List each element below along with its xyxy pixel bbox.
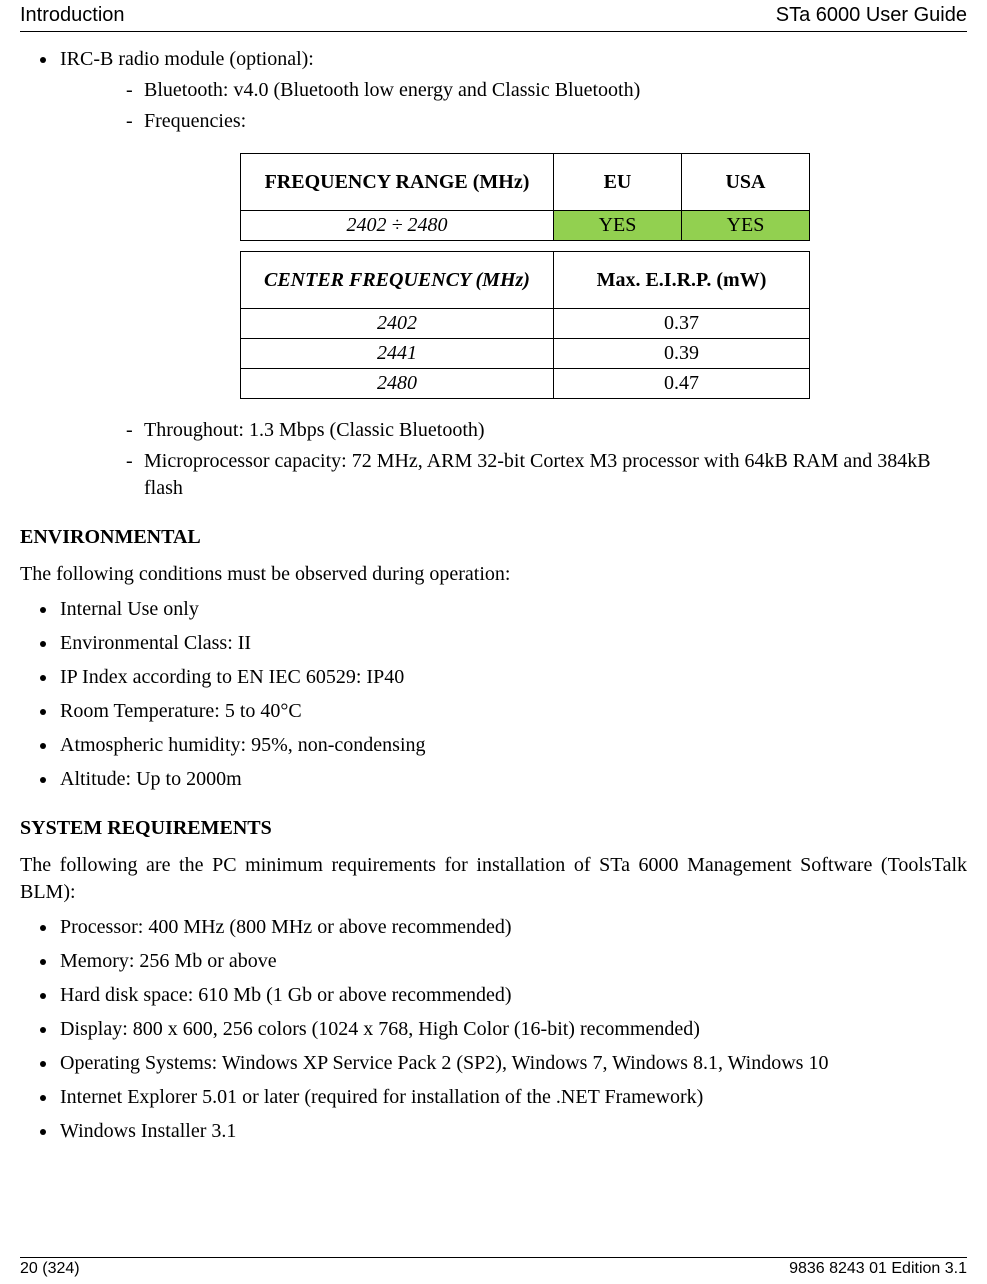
tables-wrap: FREQUENCY RANGE (MHz) EU USA 2402 ÷ 2480… — [240, 153, 810, 399]
radio-sub-list-bottom: Throughout: 1.3 Mbps (Classic Bluetooth)… — [60, 417, 967, 502]
cf-row-0: 2402 0.37 — [241, 309, 810, 339]
env-item-4: Atmospheric humidity: 95%, non-condensin… — [58, 732, 967, 759]
cf-header-eirp: Max. E.I.R.P. (mW) — [553, 252, 809, 309]
radio-module-title: IRC-B radio module (optional): — [60, 48, 314, 70]
env-item-2: IP Index according to EN IEC 60529: IP40 — [58, 664, 967, 691]
radio-throughput: Throughout: 1.3 Mbps (Classic Bluetooth) — [144, 417, 967, 444]
page-header: Introduction STa 6000 User Guide — [20, 0, 967, 29]
header-left: Introduction — [20, 2, 125, 29]
cf-value-0: 2402 — [241, 309, 554, 339]
frequency-range-table: FREQUENCY RANGE (MHz) EU USA 2402 ÷ 2480… — [240, 153, 810, 241]
environmental-intro: The following conditions must be observe… — [20, 561, 967, 588]
cf-header-cf: CENTER FREQUENCY (MHz) — [241, 252, 554, 309]
page: Introduction STa 6000 User Guide IRC-B r… — [0, 0, 987, 1284]
radio-bluetooth: Bluetooth: v4.0 (Bluetooth low energy an… — [144, 77, 967, 104]
system-requirements-intro: The following are the PC minimum require… — [20, 852, 967, 906]
system-requirements-heading: SYSTEM REQUIREMENTS — [20, 815, 967, 842]
sysreq-item-6: Windows Installer 3.1 — [58, 1118, 967, 1145]
env-item-3: Room Temperature: 5 to 40°C — [58, 698, 967, 725]
freq-data-row: 2402 ÷ 2480 YES YES — [241, 211, 810, 241]
footer-left: 20 (324) — [20, 1258, 80, 1280]
sysreq-item-1: Memory: 256 Mb or above — [58, 948, 967, 975]
cf-value-2: 2480 — [241, 369, 554, 399]
header-rule — [20, 31, 967, 32]
cf-value-1: 2441 — [241, 339, 554, 369]
center-frequency-table: CENTER FREQUENCY (MHz) Max. E.I.R.P. (mW… — [240, 251, 810, 399]
eirp-value-0: 0.37 — [553, 309, 809, 339]
freq-header-usa: USA — [681, 154, 809, 211]
radio-sub-list-top: Bluetooth: v4.0 (Bluetooth low energy an… — [60, 77, 967, 135]
page-footer: 20 (324) 9836 8243 01 Edition 3.1 — [20, 1258, 967, 1280]
footer-right: 9836 8243 01 Edition 3.1 — [789, 1258, 967, 1280]
freq-header-eu: EU — [553, 154, 681, 211]
sysreq-item-5: Internet Explorer 5.01 or later (require… — [58, 1084, 967, 1111]
radio-frequencies-label: Frequencies: — [144, 108, 967, 135]
sysreq-item-3: Display: 800 x 600, 256 colors (1024 x 7… — [58, 1016, 967, 1043]
freq-range-value: 2402 ÷ 2480 — [241, 211, 554, 241]
radio-bullet-list: IRC-B radio module (optional): Bluetooth… — [20, 46, 967, 502]
sysreq-item-2: Hard disk space: 610 Mb (1 Gb or above r… — [58, 982, 967, 1009]
env-item-1: Environmental Class: II — [58, 630, 967, 657]
freq-header-range: FREQUENCY RANGE (MHz) — [241, 154, 554, 211]
radio-microprocessor: Microprocessor capacity: 72 MHz, ARM 32-… — [144, 448, 967, 502]
cf-row-2: 2480 0.47 — [241, 369, 810, 399]
env-item-5: Altitude: Up to 2000m — [58, 766, 967, 793]
eirp-value-1: 0.39 — [553, 339, 809, 369]
radio-module-item: IRC-B radio module (optional): Bluetooth… — [58, 46, 967, 502]
cf-header-row: CENTER FREQUENCY (MHz) Max. E.I.R.P. (mW… — [241, 252, 810, 309]
header-right: STa 6000 User Guide — [776, 2, 967, 29]
freq-eu-value: YES — [553, 211, 681, 241]
system-requirements-list: Processor: 400 MHz (800 MHz or above rec… — [20, 914, 967, 1145]
sysreq-item-4: Operating Systems: Windows XP Service Pa… — [58, 1050, 967, 1077]
eirp-value-2: 0.47 — [553, 369, 809, 399]
env-item-0: Internal Use only — [58, 596, 967, 623]
content: IRC-B radio module (optional): Bluetooth… — [20, 46, 967, 1145]
freq-header-row: FREQUENCY RANGE (MHz) EU USA — [241, 154, 810, 211]
environmental-list: Internal Use only Environmental Class: I… — [20, 596, 967, 793]
sysreq-item-0: Processor: 400 MHz (800 MHz or above rec… — [58, 914, 967, 941]
environmental-heading: ENVIRONMENTAL — [20, 524, 967, 551]
cf-row-1: 2441 0.39 — [241, 339, 810, 369]
freq-usa-value: YES — [681, 211, 809, 241]
